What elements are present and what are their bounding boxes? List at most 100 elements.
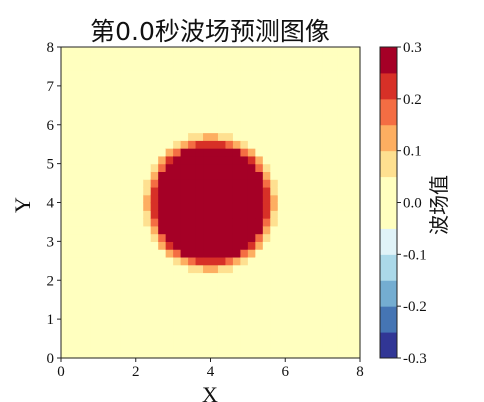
heatmap-cell [247,350,256,359]
heatmap-cell [105,85,114,95]
heatmap-cell [262,334,271,344]
heatmap-cell [292,54,301,64]
heatmap-cell [225,264,234,274]
heatmap-cell [165,225,174,235]
heatmap-cell [83,124,92,134]
heatmap-cell [225,342,234,351]
heatmap-cell [150,163,159,172]
heatmap-cell [217,280,227,289]
heatmap-cell [225,295,234,305]
heatmap-cell [330,194,339,204]
heatmap-cell [158,218,167,227]
heatmap-cell [203,109,212,118]
colorbar-tick-label: 0.3 [403,40,422,56]
heatmap-cell [203,202,212,211]
heatmap-cell [285,116,294,126]
heatmap-cell [165,288,174,297]
heatmap-cell [247,148,256,157]
heatmap-cell [61,148,70,157]
heatmap-cell [61,272,70,281]
heatmap-cell [105,280,114,289]
heatmap-cell [270,54,279,64]
heatmap-cell [270,140,279,149]
heatmap-cell [247,171,256,180]
heatmap-cell [352,85,361,95]
heatmap-cell [255,179,264,188]
heatmap-cell [180,101,189,110]
heatmap-cell [165,249,174,258]
heatmap-cell [315,334,324,344]
heatmap-cell [195,233,204,242]
heatmap-cell [352,342,361,351]
heatmap-cell [203,288,212,297]
heatmap-cell [188,85,197,95]
heatmap-cell [330,109,339,118]
heatmap-cell [337,101,346,110]
heatmap-cell [113,319,122,328]
heatmap-cell [120,124,129,134]
heatmap-cell [217,210,227,219]
heatmap-cell [232,132,242,141]
heatmap-cell [188,272,197,281]
heatmap-cell [270,311,279,320]
heatmap-cell [292,288,301,297]
heatmap-cell [188,93,197,103]
heatmap-cell [330,148,339,157]
heatmap-cell [345,225,354,235]
heatmap-cell [113,210,122,219]
heatmap-cell [203,62,212,71]
heatmap-cell [315,280,324,289]
heatmap-cell [270,342,279,351]
heatmap-cell [277,241,286,250]
heatmap-cell [337,116,346,126]
heatmap-cell [345,93,354,103]
heatmap-cell [337,280,346,289]
heatmap-cell [270,295,279,305]
heatmap-cell [277,225,286,235]
heatmap-cell [150,140,159,149]
heatmap-cell [158,132,167,141]
heatmap-cell [262,249,271,258]
heatmap-cell [105,54,114,64]
heatmap-cell [120,163,129,172]
heatmap-cell [195,109,204,118]
heatmap-cell [240,350,249,359]
heatmap-cell [330,132,339,141]
heatmap-cell [225,78,234,87]
heatmap-cell [292,163,301,172]
heatmap-cell [75,132,85,141]
heatmap-cell [225,140,234,149]
heatmap-cell [195,148,204,157]
heatmap-cell [225,334,234,344]
heatmap-cell [75,288,85,297]
heatmap-cell [143,47,152,56]
heatmap-cell [158,171,167,180]
heatmap-cell [165,264,174,274]
heatmap-cell [352,264,361,274]
heatmap-cell [270,163,279,172]
heatmap-cell [203,47,212,56]
heatmap-cell [143,218,152,227]
heatmap-cell [277,171,286,180]
heatmap-cell [217,163,227,172]
heatmap-cell [240,132,249,141]
heatmap-cell [240,272,249,281]
heatmap-cell [210,163,219,172]
heatmap-cell [255,233,264,242]
heatmap-cell [113,288,122,297]
heatmap-cell [322,54,331,64]
heatmap-cell [173,186,182,196]
heatmap-cell [315,233,324,242]
heatmap-cell [120,47,129,56]
heatmap-cell [292,101,301,110]
heatmap-cell [247,311,256,320]
heatmap-cell [195,225,204,235]
heatmap-cell [210,256,219,266]
heatmap-cell [158,101,167,110]
heatmap-cell [255,93,264,103]
heatmap-cell [188,311,197,320]
heatmap-cell [255,54,264,64]
heatmap-cell [188,295,197,305]
heatmap-cell [337,303,346,312]
heatmap-cell [128,155,137,165]
